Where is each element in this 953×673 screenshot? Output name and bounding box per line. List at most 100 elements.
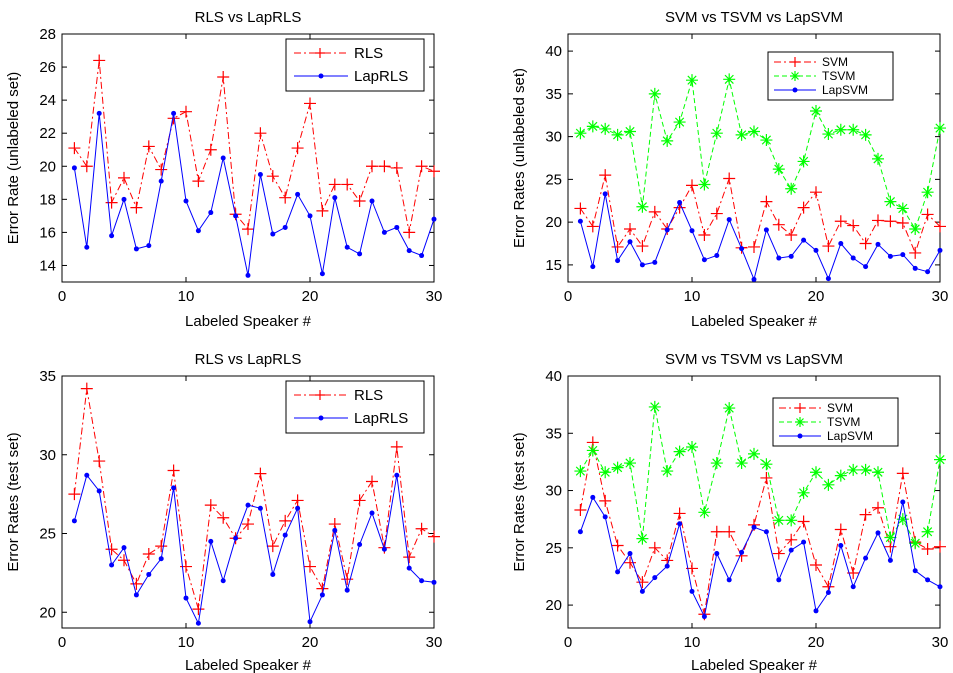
data-point-laprls xyxy=(394,472,400,478)
data-point-tsvm xyxy=(834,469,847,482)
data-point-tsvm xyxy=(872,152,884,165)
data-point-tsvm xyxy=(599,122,612,135)
x-tick-label: 10 xyxy=(684,288,701,305)
data-point-svm xyxy=(934,220,946,233)
data-point-tsvm xyxy=(586,120,599,133)
y-tick-label: 35 xyxy=(545,86,562,103)
data-point-tsvm xyxy=(921,525,934,538)
data-point-tsvm xyxy=(710,127,723,140)
data-point-lapsvm xyxy=(875,530,881,536)
data-point-tsvm xyxy=(921,186,934,199)
data-point-svm xyxy=(599,494,612,507)
data-point-svm xyxy=(921,208,934,221)
data-point-tsvm xyxy=(797,155,810,168)
data-point-rls xyxy=(403,226,416,239)
data-point-rls xyxy=(130,577,143,590)
plot-area xyxy=(61,33,435,283)
data-point-lapsvm xyxy=(813,247,819,253)
data-point-lapsvm xyxy=(602,514,608,520)
chart-title: RLS vs LapRLS xyxy=(195,351,302,368)
data-point-rls xyxy=(428,165,440,178)
data-point-rls xyxy=(155,540,168,553)
data-point-lapsvm xyxy=(900,499,906,505)
data-point-lapsvm xyxy=(664,227,670,233)
data-point-lapsvm xyxy=(701,614,707,620)
data-point-laprls xyxy=(357,251,363,257)
data-point-lapsvm xyxy=(590,494,596,500)
chart-panel-2: SVM vs TSVM vs LapSVM 0 10 20 30 15 20 25 30 35… xyxy=(511,9,948,330)
y-tick-label: 35 xyxy=(545,425,562,442)
data-point-lapsvm xyxy=(714,551,720,557)
data-point-lapsvm xyxy=(677,199,683,205)
data-point-laprls xyxy=(369,510,375,516)
data-point-lapsvm xyxy=(887,253,893,259)
y-tick-label: 30 xyxy=(545,129,562,146)
data-point-tsvm xyxy=(884,531,897,544)
x-axis-label: Labeled Speaker # xyxy=(185,657,312,673)
data-point-laprls xyxy=(220,578,226,584)
data-point-tsvm xyxy=(760,458,773,471)
data-point-tsvm xyxy=(723,73,736,86)
data-point-svm xyxy=(810,186,822,199)
x-axis-label: Labeled Speaker # xyxy=(691,657,818,673)
data-point-laprls xyxy=(96,488,102,494)
data-point-laprls xyxy=(381,546,387,552)
data-point-lapsvm xyxy=(776,577,782,583)
y-tick-label: 16 xyxy=(39,224,56,241)
data-point-tsvm xyxy=(772,514,785,527)
data-point-tsvm xyxy=(648,87,661,100)
data-point-lapsvm xyxy=(801,539,807,545)
chart-panel-1: RLS vs LapRLS 0 10 20 30 14 16 18 20 22 24 26 28 L… xyxy=(5,9,442,330)
data-point-tsvm xyxy=(872,466,884,479)
data-point-svm xyxy=(760,195,773,208)
data-point-laprls xyxy=(233,213,239,219)
data-point-svm xyxy=(710,525,723,538)
data-point-laprls xyxy=(431,579,437,585)
plot-area xyxy=(567,33,941,283)
data-point-tsvm xyxy=(909,222,922,235)
data-point-laprls xyxy=(208,538,214,544)
data-point-laprls xyxy=(121,545,127,551)
data-point-lapsvm xyxy=(813,608,819,614)
data-point-rls xyxy=(341,573,354,586)
data-point-lapsvm xyxy=(838,241,844,247)
data-point-lapsvm xyxy=(639,262,645,268)
data-point-rls xyxy=(266,540,279,553)
data-point-lapsvm xyxy=(627,239,633,245)
x-axis-label: Labeled Speaker # xyxy=(185,313,312,330)
data-point-laprls xyxy=(332,195,338,201)
data-point-lapsvm xyxy=(801,237,807,243)
data-point-tsvm xyxy=(624,125,636,138)
data-point-laprls xyxy=(270,231,276,237)
x-tick-label: 20 xyxy=(808,634,825,651)
series-line-tsvm xyxy=(579,406,941,545)
legend-entry-tsvm: TSVM xyxy=(779,415,860,429)
data-point-laprls xyxy=(133,592,139,598)
data-point-lapsvm xyxy=(912,265,918,271)
data-point-lapsvm xyxy=(689,588,695,594)
data-point-rls xyxy=(204,143,217,156)
legend-label-lapsvm: LapSVM xyxy=(822,83,868,97)
data-point-lapsvm xyxy=(925,269,931,275)
legend-entry-lapsvm: LapSVM xyxy=(774,83,868,97)
data-point-lapsvm xyxy=(776,255,782,261)
legend-marker-rls xyxy=(315,390,325,400)
data-point-tsvm xyxy=(822,128,835,141)
data-point-lapsvm xyxy=(863,264,869,270)
y-tick-label: 20 xyxy=(39,604,56,621)
chart-title: SVM vs TSVM vs LapSVM xyxy=(665,9,843,26)
data-point-svm xyxy=(723,172,736,185)
data-point-tsvm xyxy=(735,457,748,470)
data-point-tsvm xyxy=(698,178,711,191)
data-point-tsvm xyxy=(636,200,649,213)
legend: SVM TSVM LapSVM xyxy=(767,51,894,101)
data-point-svm xyxy=(847,219,860,232)
legend-marker-svm xyxy=(795,403,805,413)
data-point-lapsvm xyxy=(714,252,720,258)
data-point-rls xyxy=(390,440,403,453)
x-tick-label: 0 xyxy=(58,634,66,651)
data-point-rls xyxy=(118,554,130,567)
data-point-laprls xyxy=(381,229,387,235)
x-tick-label: 10 xyxy=(684,634,701,651)
data-point-laprls xyxy=(233,535,239,541)
